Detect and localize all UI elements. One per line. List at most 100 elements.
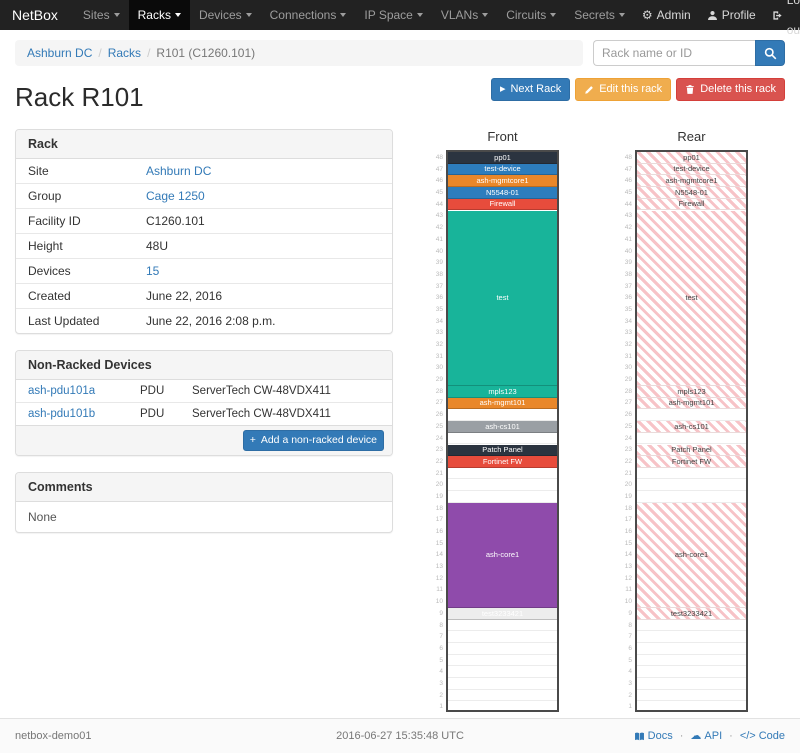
- unit-number: 38: [624, 270, 632, 278]
- unit-number: 41: [435, 235, 443, 243]
- breadcrumb-item[interactable]: Ashburn DC: [27, 46, 93, 60]
- main-nav: Sites Racks Devices Connections IP Space VLAN…: [74, 0, 634, 30]
- rack-device-patch-panel[interactable]: Patch Panel: [637, 444, 746, 457]
- breadcrumb-bar: Ashburn DC / Racks / R101 (C1260.101): [0, 30, 800, 66]
- nav-item-log-out[interactable]: Log out: [764, 0, 800, 37]
- rack-device-ash-core1[interactable]: ash-core1: [637, 503, 746, 609]
- unit-number: 14: [435, 551, 443, 559]
- rack-device-pp01[interactable]: pp01: [448, 152, 557, 164]
- add-nonracked-device-button[interactable]: + Add a non-racked device: [242, 430, 384, 451]
- table-row: Devices 15: [16, 258, 392, 284]
- edit-rack-button[interactable]: Edit this rack: [575, 78, 672, 102]
- rack-device-mpls123[interactable]: mpls123: [448, 386, 557, 398]
- nav-item-label: Secrets: [574, 8, 615, 22]
- unit-number: 4: [439, 668, 443, 676]
- nav-item-label: Devices: [198, 8, 242, 22]
- rack-actions: ▸ Next Rack Edit this rack Delete this r…: [490, 78, 785, 102]
- nav-item-racks[interactable]: Racks: [128, 0, 190, 30]
- delete-rack-label: Delete this rack: [700, 83, 776, 95]
- rack-device-ash-cs101[interactable]: ash-cs101: [448, 421, 557, 433]
- device-name: N5548-01: [675, 187, 708, 197]
- footer-link-code[interactable]: </> Code: [740, 730, 785, 742]
- footer-link-api[interactable]: ☁ API: [690, 730, 722, 742]
- unit-number: 36: [435, 294, 443, 302]
- rack-device-patch-panel[interactable]: Patch Panel: [448, 444, 557, 457]
- nav-item-circuits[interactable]: Circuits: [497, 0, 565, 30]
- nav-item-label: Profile: [721, 8, 756, 22]
- unit-number: 20: [435, 481, 443, 489]
- rack-unit-empty: [637, 468, 746, 480]
- brand[interactable]: NetBox: [12, 7, 58, 23]
- nav-item-ip-space[interactable]: IP Space: [355, 0, 431, 30]
- rack-device-test-device[interactable]: test-device: [448, 163, 557, 176]
- code-icon: </>: [739, 729, 756, 742]
- rack-device-test-device[interactable]: test-device: [637, 163, 746, 176]
- unit-number: 2: [439, 691, 443, 699]
- rack-device-firewall[interactable]: Firewall: [448, 198, 557, 211]
- device-link[interactable]: ash-pdu101a: [28, 385, 96, 397]
- rack-device-test[interactable]: test: [637, 210, 746, 386]
- nav-item-sites[interactable]: Sites: [74, 0, 129, 30]
- rack-unit-empty: [637, 701, 746, 713]
- delete-rack-button[interactable]: Delete this rack: [676, 78, 785, 102]
- rear-title: Rear: [677, 129, 706, 144]
- rack-device-ash-cs101[interactable]: ash-cs101: [637, 421, 746, 433]
- attr-value-link[interactable]: Cage 1250: [146, 189, 205, 203]
- nav-item-connections[interactable]: Connections: [261, 0, 356, 30]
- next-rack-button[interactable]: ▸ Next Rack: [490, 78, 571, 102]
- breadcrumb-separator: /: [98, 46, 102, 60]
- unit-number: 35: [435, 305, 443, 313]
- rack-device-ash-mgmtcore1[interactable]: ash-mgmtcore1: [448, 175, 557, 188]
- rack-device-firewall[interactable]: Firewall: [637, 198, 746, 211]
- footer-link-docs[interactable]: Docs: [634, 730, 673, 742]
- nonracked-panel: Non-Racked Devices ash-pdu101a PDU ServerT…: [15, 350, 393, 456]
- rack-device-ash-mgmt101[interactable]: ash-mgmt101: [448, 397, 557, 410]
- timestamp: 2016-06-27 15:35:48 UTC: [336, 730, 464, 742]
- device-name: Patch Panel: [671, 445, 712, 455]
- front-unit-numbers: 48 47 46 45 44 43 42 41 40 39 38 37 36 35 34 33 32 31 30 29…: [430, 150, 446, 713]
- rack-device-n5548-01[interactable]: N5548-01: [448, 187, 557, 199]
- attr-value: Cage 1250: [134, 183, 392, 209]
- nav-item-devices[interactable]: Devices: [190, 0, 261, 30]
- nav-item-admin[interactable]: ⚙ Admin: [634, 0, 699, 30]
- rack-device-ash-mgmtcore1[interactable]: ash-mgmtcore1: [637, 175, 746, 188]
- breadcrumb-item[interactable]: Racks: [107, 46, 142, 60]
- device-name: ash-mgmtcore1: [665, 175, 718, 185]
- unit-number: 28: [624, 387, 632, 395]
- device-name: mpls123: [677, 386, 706, 396]
- nav-item-profile[interactable]: Profile: [699, 0, 764, 30]
- comments-body: None: [28, 509, 57, 524]
- nav-item-secrets[interactable]: Secrets: [565, 0, 634, 30]
- nav-item-label: Admin: [656, 8, 691, 22]
- rack-device-test3233421[interactable]: test3233421: [448, 608, 557, 620]
- device-link[interactable]: ash-pdu101b: [28, 408, 96, 420]
- rack-device-pp01[interactable]: pp01: [637, 152, 746, 164]
- unit-number: 23: [624, 446, 632, 454]
- rack-device-n5548-01[interactable]: N5548-01: [637, 187, 746, 199]
- attr-value-link[interactable]: Ashburn DC: [146, 164, 212, 178]
- rack-device-ash-mgmt101[interactable]: ash-mgmt101: [637, 397, 746, 410]
- rack-device-fortinet-fw[interactable]: Fortinet FW: [448, 456, 557, 468]
- unit-number: 39: [435, 259, 443, 267]
- page-footer: netbox-demo01 2016-06-27 15:35:48 UTC Do…: [0, 718, 800, 753]
- rack-device-test3233421[interactable]: test3233421: [637, 608, 746, 620]
- rack-device-test[interactable]: test: [448, 210, 557, 386]
- attr-label: Facility ID: [16, 208, 134, 234]
- device-name: ash-mgmt101: [479, 398, 526, 408]
- device-name: ash-cs101: [674, 421, 709, 431]
- rack-unit-empty: [448, 409, 557, 421]
- attr-value: June 22, 2016 2:08 p.m.: [134, 308, 392, 333]
- search-input[interactable]: [593, 40, 755, 66]
- rack-device-ash-core1[interactable]: ash-core1: [448, 503, 557, 609]
- rack-device-mpls123[interactable]: mpls123: [637, 386, 746, 398]
- unit-number: 6: [439, 644, 443, 652]
- rack-unit-empty: [448, 479, 557, 491]
- rack-device-fortinet-fw[interactable]: Fortinet FW: [637, 456, 746, 468]
- search-button[interactable]: [755, 40, 785, 66]
- device-type-cell: ServerTech CW-48VDX411: [180, 402, 392, 425]
- attr-value-link[interactable]: 15: [146, 264, 160, 278]
- unit-number: 28: [435, 387, 443, 395]
- device-name: ash-core1: [674, 550, 709, 560]
- nav-item-vlans[interactable]: VLANs: [432, 0, 497, 30]
- unit-number: 47: [435, 165, 443, 173]
